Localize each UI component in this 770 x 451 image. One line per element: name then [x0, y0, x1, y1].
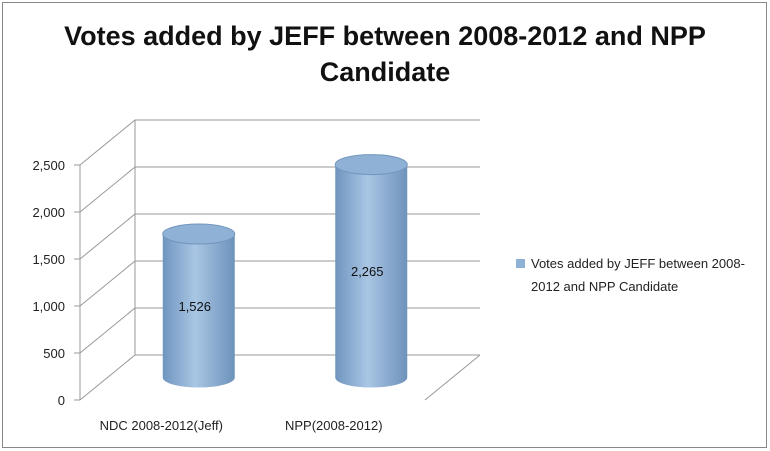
legend-label: Votes added by JEFF between 2008-2012 an… — [531, 256, 745, 294]
legend-swatch — [516, 259, 525, 268]
y-tick-label: 1,500 — [32, 252, 65, 267]
floor-edge — [424, 354, 481, 401]
grid-line — [79, 119, 480, 166]
data-label: 1,526 — [178, 299, 211, 314]
x-tick-label: NPP(2008-2012) — [285, 418, 383, 433]
y-tick-label: 0 — [58, 393, 65, 408]
y-tick-label: 1,000 — [32, 299, 65, 314]
cylinder — [335, 164, 408, 388]
y-tick-label: 2,000 — [32, 205, 65, 220]
data-label: 2,265 — [351, 264, 384, 279]
title-box: Votes added by JEFF between 2008-2012 an… — [64, 21, 706, 87]
cylinder-top — [162, 223, 236, 245]
y-tick-label: 500 — [43, 346, 65, 361]
cylinder — [162, 234, 235, 388]
x-tick-label: NDC 2008-2012(Jeff) — [100, 418, 223, 433]
cylinder-top — [334, 154, 408, 176]
chart-title: Votes added by JEFF between 2008-2012 an… — [64, 21, 706, 87]
y-tick-label: 2,500 — [32, 158, 65, 173]
